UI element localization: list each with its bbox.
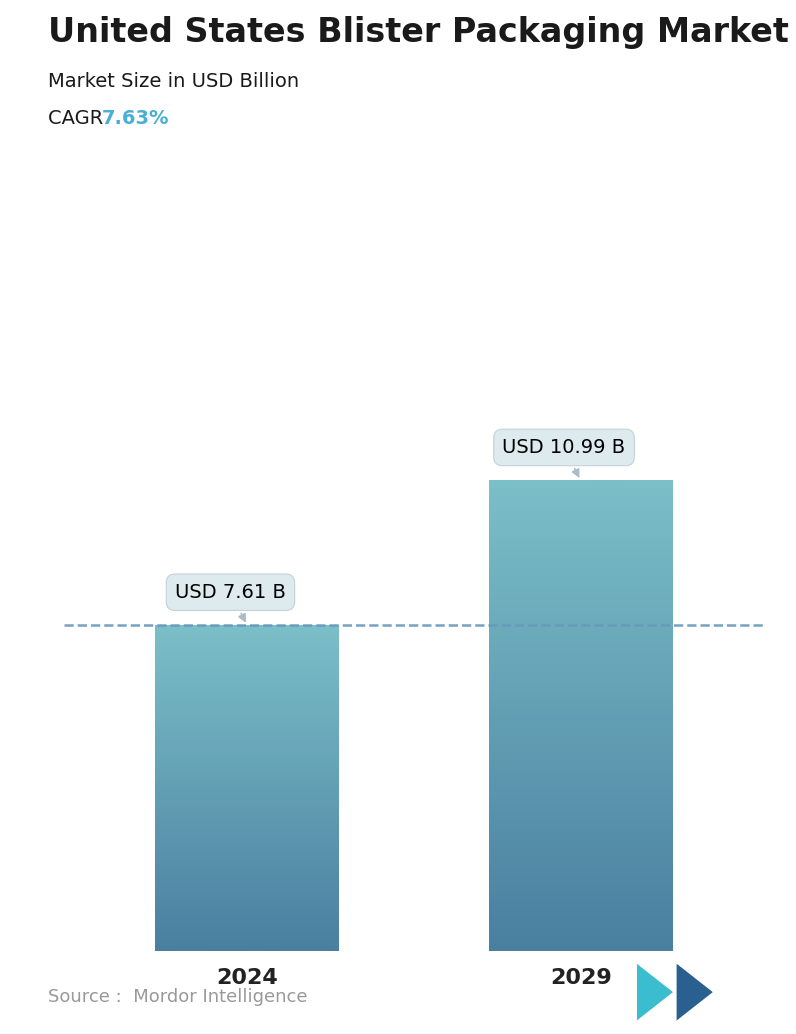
Polygon shape <box>677 964 712 1021</box>
Text: USD 7.61 B: USD 7.61 B <box>175 583 286 621</box>
Text: Market Size in USD Billion: Market Size in USD Billion <box>48 72 298 91</box>
Text: United States Blister Packaging Market: United States Blister Packaging Market <box>48 16 789 49</box>
Text: Source :  Mordor Intelligence: Source : Mordor Intelligence <box>48 989 307 1006</box>
Text: 7.63%: 7.63% <box>102 109 170 127</box>
Text: CAGR: CAGR <box>48 109 109 127</box>
Text: USD 10.99 B: USD 10.99 B <box>502 438 626 477</box>
Polygon shape <box>637 964 673 1021</box>
